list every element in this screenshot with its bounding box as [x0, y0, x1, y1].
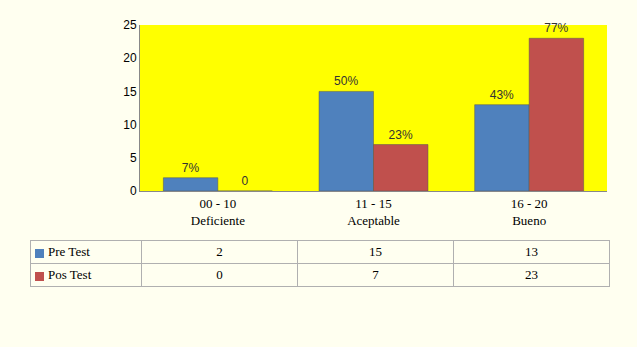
svg-text:00 - 10Deficiente: 00 - 10Deficiente [191, 196, 245, 228]
svg-text:16 - 20Bueno: 16 - 20Bueno [511, 196, 548, 228]
svg-text:0: 0 [130, 184, 137, 198]
html-text:7: 7 [372, 267, 379, 282]
svg-text:5: 5 [130, 151, 137, 165]
svg-text:77%: 77% [544, 21, 568, 35]
svg-text:11 - 15Aceptable: 11 - 15Aceptable [347, 196, 400, 228]
html-text:Pos Test: Pos Test [48, 267, 92, 282]
svg-text:20: 20 [123, 51, 137, 65]
html-text:13: 13 [525, 244, 538, 259]
svg-text:50%: 50% [334, 74, 358, 88]
svg-text:0: 0 [242, 174, 249, 188]
html-text:Pre Test: Pre Test [48, 244, 90, 259]
svg-text:7%: 7% [182, 161, 200, 175]
svg-text:23%: 23% [389, 128, 413, 142]
svg-text:25: 25 [123, 18, 137, 32]
svg-text:10: 10 [123, 118, 137, 132]
svg-text:43%: 43% [490, 88, 514, 102]
html-text:0: 0 [216, 267, 223, 282]
html-text:2: 2 [216, 244, 223, 259]
html-text:23: 23 [525, 267, 538, 282]
html-text:15: 15 [369, 244, 382, 259]
svg-text:15: 15 [123, 85, 137, 99]
